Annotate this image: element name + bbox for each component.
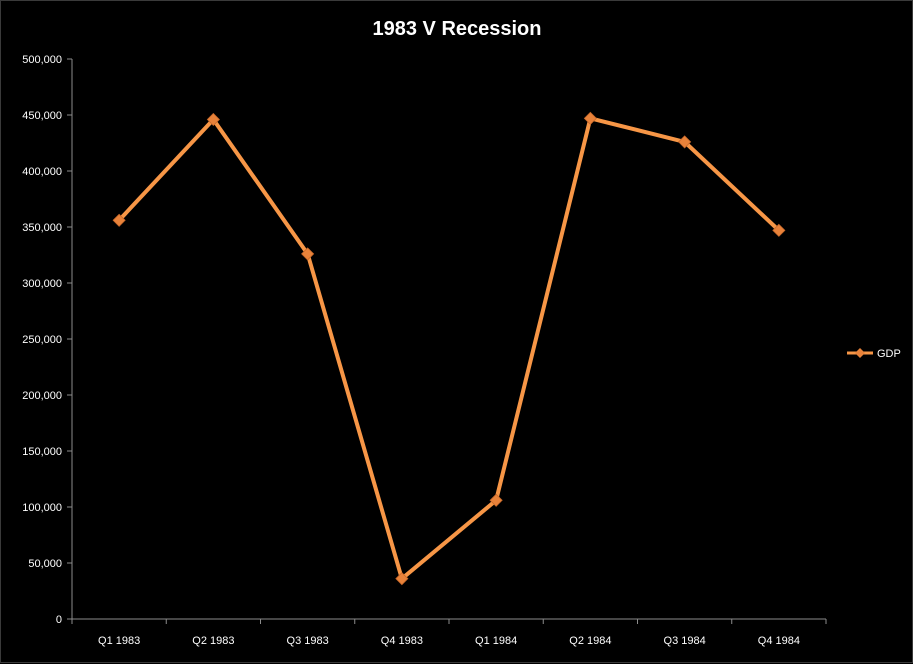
x-tick-label: Q3 1984 (664, 635, 706, 647)
x-tick-label: Q2 1984 (569, 635, 611, 647)
data-point-marker (678, 135, 692, 149)
data-point-marker (583, 111, 597, 125)
y-tick-label: 350,000 (22, 222, 62, 234)
data-point-marker (489, 493, 503, 507)
y-tick-label: 300,000 (22, 278, 62, 290)
x-tick-label: Q3 1983 (287, 635, 329, 647)
x-tick-label: Q1 1984 (475, 635, 517, 647)
x-axis: Q1 1983 Q2 1983 Q3 1983 Q4 1983 Q1 1984 Q2 19… (71, 618, 827, 647)
series-line (117, 116, 781, 581)
data-point-marker (206, 112, 220, 127)
y-tick-label: 400,000 (22, 166, 62, 178)
data-point-marker (112, 213, 126, 227)
y-tick-label: 500,000 (22, 54, 62, 66)
data-point-marker (395, 572, 409, 586)
series-gdp (112, 111, 786, 586)
x-tick-label: Q1 1983 (98, 635, 140, 647)
x-tick-label: Q4 1984 (758, 635, 800, 647)
y-tick-label: 200,000 (22, 390, 62, 402)
chart-title: 1983 V Recession (373, 18, 542, 40)
legend-label: GDP (877, 348, 901, 360)
y-tick-label: 100,000 (22, 502, 62, 514)
legend-marker-swatch (855, 348, 865, 358)
y-tick-label: 450,000 (22, 110, 62, 122)
y-tick-label: 50,000 (28, 558, 62, 570)
x-tick-label: Q4 1983 (381, 635, 423, 647)
y-tick-label: 0 (56, 614, 62, 626)
y-tick-label: 250,000 (22, 334, 62, 346)
y-axis: 0 50,000 100,000 150,000 200,000 250,000 300,0… (22, 54, 73, 626)
legend: GDP (847, 348, 901, 360)
data-point-marker (301, 247, 315, 261)
y-tick-label: 150,000 (22, 446, 62, 458)
x-tick-label: Q2 1983 (192, 635, 234, 647)
data-point-marker (772, 223, 786, 237)
